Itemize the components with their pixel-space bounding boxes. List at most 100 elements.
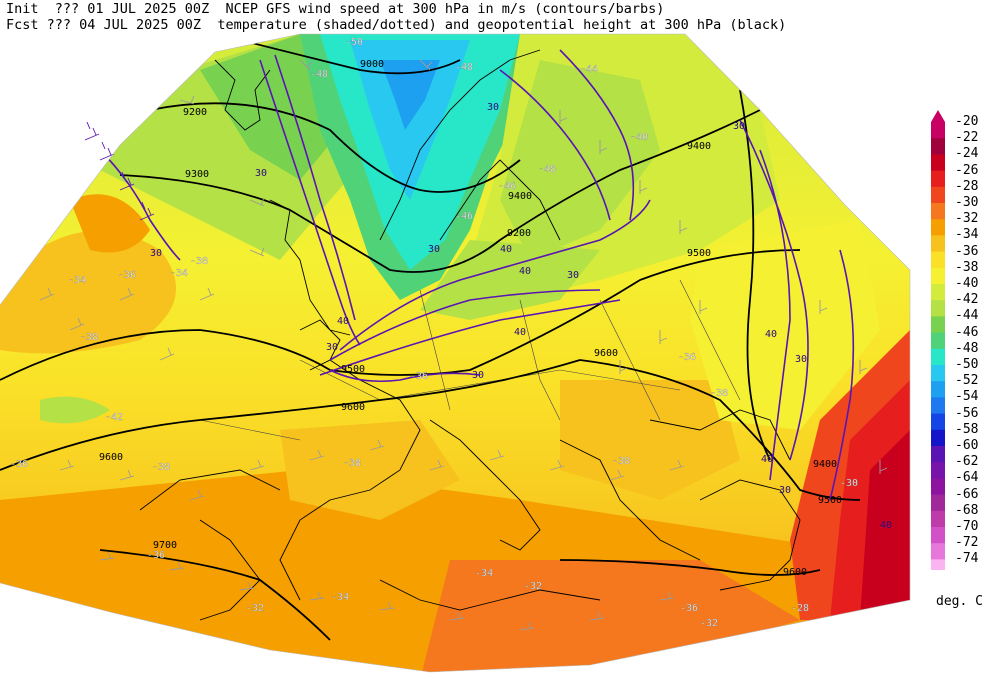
legend-colorbar — [931, 110, 945, 570]
legend-swatch — [931, 170, 945, 188]
borders — [199, 279, 741, 441]
legend-swatch — [931, 332, 945, 350]
legend-swatch — [931, 381, 945, 398]
temperature-label: -38 — [710, 388, 728, 399]
legend-label: -68 — [955, 502, 979, 518]
legend-label: -30 — [955, 195, 979, 210]
wind-speed-contours — [99, 49, 855, 501]
height-label: 9400 — [687, 141, 711, 152]
legend-swatch — [931, 267, 945, 285]
temperature-label: -38 — [612, 456, 630, 467]
geopotential-height-contours — [0, 39, 861, 641]
init-time-header: Init ??? 01 JUL 2025 00Z NCEP GFS wind s… — [6, 1, 665, 17]
strong-wind-barbs — [84, 121, 155, 221]
temperature-legend: -20 -22 -24 -26 -28 -30 -32 -34 -36 -38 -40 -42 -44-… — [925, 110, 1000, 580]
legend-swatch — [931, 235, 945, 253]
height-label: 9200 — [507, 228, 531, 239]
height-label: 9500 — [341, 364, 365, 375]
temperature-label: -36 — [10, 459, 28, 470]
temperature-label: -42 — [105, 412, 123, 423]
legend-swatch — [931, 397, 945, 415]
temperature-label: -36 — [678, 352, 696, 363]
wind-label: 30 — [567, 270, 579, 281]
temperature-label: -38 — [80, 332, 98, 343]
legend-label: -38 — [955, 259, 979, 275]
wind-label: 30 — [487, 102, 499, 113]
legend-swatch — [931, 494, 945, 512]
legend-label: -70 — [955, 519, 979, 534]
temperature-label: -30 — [840, 478, 858, 489]
temperature-label: -44 — [580, 64, 598, 75]
legend-label: -22 — [955, 130, 979, 146]
temperature-label: -34 — [331, 592, 349, 603]
temperature-label: -46 — [498, 181, 516, 192]
height-label: 9200 — [183, 107, 207, 118]
height-label: 9400 — [508, 191, 532, 202]
temperature-label: -28 — [791, 603, 809, 614]
legend-swatch — [931, 122, 945, 139]
temperature-label: -34 — [170, 268, 188, 279]
wind-label: 30 — [779, 485, 791, 496]
wind-label: 40 — [765, 329, 777, 340]
legend-label: -28 — [955, 178, 979, 194]
legend-swatch — [931, 365, 945, 382]
wind-label: 30 — [733, 121, 745, 132]
legend-label: -60 — [955, 438, 979, 453]
legend-label: -32 — [955, 211, 979, 227]
legend-label: -74 — [955, 551, 979, 567]
wind-label: 30 — [150, 248, 162, 259]
legend-swatch — [931, 154, 945, 172]
temperature-label: -48 — [538, 164, 556, 175]
height-label: 9500 — [818, 495, 842, 506]
temperature-label: -34 — [68, 275, 86, 286]
legend-label: -64 — [955, 470, 979, 486]
forecast-time-header: Fcst ??? 04 JUL 2025 00Z temperature (sh… — [6, 17, 787, 33]
legend-arrow — [931, 110, 945, 122]
legend-swatch — [931, 559, 945, 570]
legend-swatch — [931, 429, 945, 447]
legend-label: -20 — [955, 114, 979, 129]
legend-label: -34 — [955, 227, 979, 243]
legend-label: -48 — [955, 340, 979, 356]
height-label: 9600 — [594, 348, 618, 359]
map-boundary — [0, 33, 911, 673]
wind-label: 30 — [255, 168, 267, 179]
height-label: 9400 — [813, 459, 837, 470]
wind-label: 30 — [795, 354, 807, 365]
temperature-label: -38 — [190, 256, 208, 267]
legend-swatch — [931, 527, 945, 544]
legend-swatch — [931, 348, 945, 366]
legend-label: -40 — [955, 276, 979, 291]
legend-swatch — [931, 284, 945, 301]
legend-units: deg. C — [936, 594, 983, 609]
height-label: 9700 — [153, 540, 177, 551]
legend-label: -72 — [955, 535, 979, 551]
legend-swatch — [931, 186, 945, 204]
legend-label: -58 — [955, 421, 979, 437]
legend-swatch — [931, 543, 945, 560]
wind-label: 40 — [500, 244, 512, 255]
temperature-label: -46 — [455, 211, 473, 222]
temperature-label: -32 — [700, 618, 718, 629]
legend-label: -24 — [955, 146, 979, 162]
wind-label: 40 — [880, 520, 892, 531]
legend-swatch — [931, 316, 945, 334]
wind-label: 40 — [514, 327, 526, 338]
wind-label: 40 — [761, 454, 773, 465]
wind-barbs — [39, 59, 888, 631]
legend-label: -52 — [955, 373, 979, 389]
legend-swatch — [931, 138, 945, 155]
temperature-label: -36 — [680, 603, 698, 614]
legend-label: -66 — [955, 486, 979, 502]
wind-labels: 30 30 30 40 40 30 40 30 30 40 40 30 40 3… — [150, 102, 892, 531]
legend-label: -44 — [955, 308, 979, 324]
legend-label: -56 — [955, 405, 979, 421]
wind-label: 30 — [428, 244, 440, 255]
wind-label: 40 — [337, 316, 349, 327]
legend-swatch — [931, 300, 945, 317]
temperature-label: -38 — [152, 462, 170, 473]
wind-label: 30 — [472, 370, 484, 381]
legend-label: -36 — [955, 243, 979, 259]
legend-label: -42 — [955, 292, 979, 308]
